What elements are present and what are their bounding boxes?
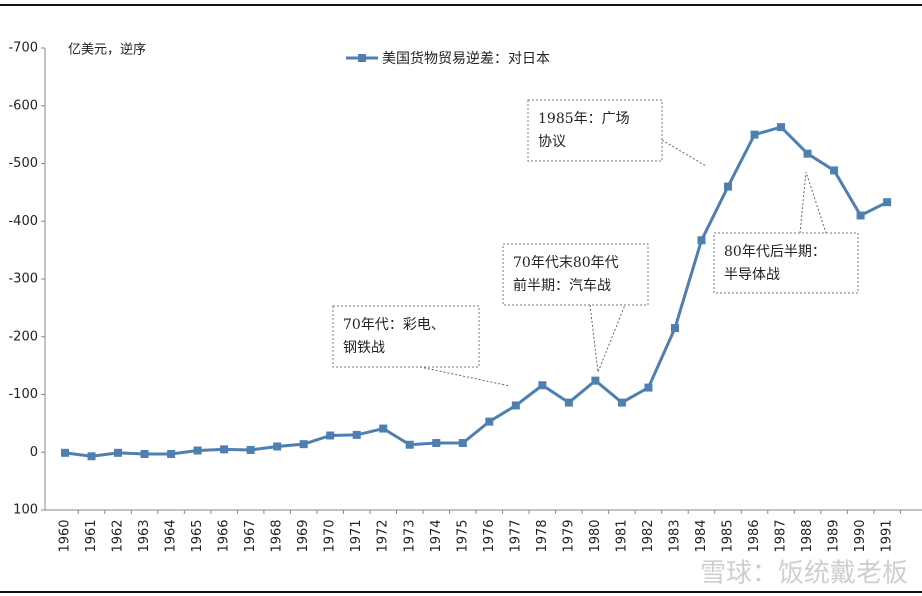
watermark: 雪球：饭统戴老板: [700, 559, 908, 589]
data-point: [724, 182, 732, 191]
data-point: [167, 449, 176, 458]
annotation-text: 80年代后半期：: [724, 244, 826, 260]
data-point: [697, 236, 706, 245]
x-tick-label: 1973: [402, 519, 417, 552]
data-point: [61, 448, 69, 457]
annotation-box: [527, 99, 663, 162]
x-tick-label: 1984: [694, 519, 709, 552]
x-tick-label: 1981: [614, 519, 629, 552]
y-tick-label: -600: [8, 98, 38, 113]
annotation-text: 钢铁战: [343, 340, 385, 356]
y-tick-label: -400: [8, 214, 38, 229]
data-point: [856, 211, 865, 220]
annotation-leader: [799, 171, 827, 234]
x-tick-label: 1965: [190, 519, 205, 552]
data-point: [777, 123, 786, 132]
x-tick-label: 1966: [217, 519, 232, 552]
x-tick-label: 1960: [58, 519, 73, 552]
x-tick-label: 1982: [641, 519, 656, 552]
data-point: [193, 446, 202, 455]
data-point: [273, 442, 282, 451]
x-tick-label: 1968: [270, 519, 285, 552]
y-tick-label: -200: [8, 329, 38, 344]
data-point: [140, 449, 149, 458]
data-point: [379, 424, 388, 433]
x-tick-label: 1980: [588, 519, 603, 552]
data-point: [114, 448, 123, 457]
x-tick-label: 1990: [853, 519, 868, 552]
x-tick-label: 1988: [800, 519, 815, 552]
x-tick-label: 1964: [164, 519, 179, 552]
annotation-leader: [419, 366, 511, 387]
x-tick-label: 1989: [827, 519, 842, 552]
y-tick-label: -500: [8, 156, 38, 171]
x-tick-label: 1991: [880, 519, 895, 552]
data-point: [458, 439, 467, 448]
data-point: [830, 166, 839, 175]
annotation-text: 70年代：彩电、: [343, 317, 445, 333]
data-point: [326, 431, 335, 440]
x-tick-label: 1970: [323, 519, 338, 552]
data-point: [432, 439, 441, 448]
x-tick-label: 1979: [561, 519, 576, 552]
data-point: [564, 398, 573, 407]
annotation-box: [502, 243, 649, 306]
annotation-box: [332, 305, 480, 368]
y-tick-label: 100: [13, 503, 38, 518]
data-point: [644, 383, 653, 392]
x-tick-label: 1961: [84, 519, 99, 552]
x-tick-label: 1969: [296, 519, 311, 552]
data-point: [883, 198, 892, 207]
data-point: [485, 417, 494, 426]
x-tick-label: 1985: [721, 519, 736, 552]
y-tick-label: -300: [8, 272, 38, 287]
x-tick-label: 1977: [508, 519, 523, 552]
annotation-text: 70年代末80年代: [513, 255, 619, 271]
x-tick-label: 1967: [243, 519, 258, 552]
series-line: [64, 125, 888, 458]
data-point: [538, 381, 547, 390]
y-axis-label: 亿美元，逆序: [68, 42, 146, 58]
data-point: [750, 130, 759, 139]
annotation-text: 协议: [538, 134, 566, 150]
data-point: [220, 445, 229, 454]
data-point: [617, 398, 626, 407]
annotation-box: [713, 232, 859, 294]
annotation-text: 1985年：广场: [538, 111, 630, 127]
data-point: [352, 430, 361, 439]
annotation-text: 前半期：汽车战: [513, 277, 611, 294]
x-tick-label: 1975: [455, 519, 470, 552]
x-tick-label: 1987: [774, 519, 789, 552]
data-point: [405, 440, 414, 449]
x-tick-label: 1976: [482, 519, 497, 552]
annotation-text: 半导体战: [724, 267, 780, 283]
data-point: [670, 324, 679, 333]
data-point: [803, 149, 812, 158]
x-tick-label: 1972: [376, 519, 391, 552]
x-tick-label: 1983: [667, 519, 682, 552]
data-point: [511, 401, 520, 410]
y-tick-label: 0: [30, 445, 38, 460]
x-tick-label: 1962: [111, 519, 126, 552]
x-tick-label: 1974: [429, 519, 444, 552]
y-tick-label: -100: [8, 387, 38, 402]
x-tick-label: 1978: [535, 519, 550, 552]
y-tick-label: -700: [8, 41, 38, 56]
legend-marker: [358, 54, 366, 62]
annotation-leader: [661, 139, 707, 167]
legend-label[interactable]: 美国货物贸易逆差：对日本: [382, 50, 550, 67]
x-tick-label: 1986: [747, 519, 762, 552]
x-tick-label: 1963: [137, 519, 152, 552]
data-point: [87, 452, 96, 461]
data-point: [299, 440, 308, 449]
data-point: [246, 445, 255, 454]
x-tick-label: 1971: [349, 519, 364, 552]
data-point: [591, 376, 600, 385]
